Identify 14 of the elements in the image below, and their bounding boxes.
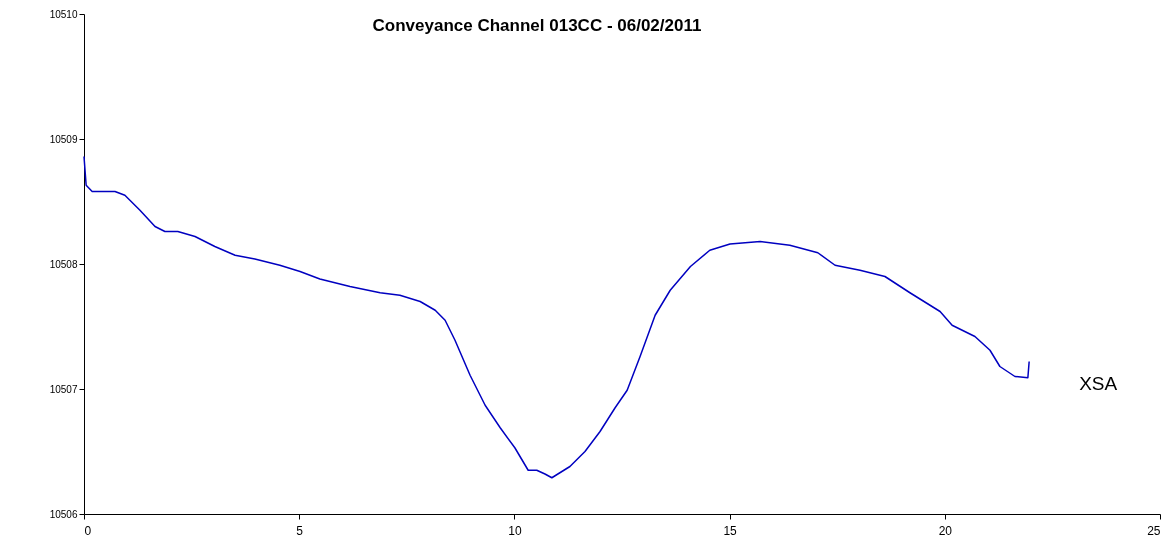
line-series <box>83 155 1030 479</box>
x-tick-label: 25 <box>1147 523 1161 538</box>
x-tick-label: 0 <box>84 523 92 538</box>
y-tick-label: 10509 <box>49 133 78 145</box>
x-tick-label: 10 <box>508 523 522 538</box>
y-tick-label: 10508 <box>49 258 78 270</box>
y-tick-label: 10507 <box>49 383 78 395</box>
y-tick-label: 10506 <box>49 508 78 520</box>
x-tick-label: 20 <box>938 523 953 538</box>
text: XSA <box>1079 372 1118 394</box>
chart-title: Conveyance Channel 013CC - 06/02/2011 <box>372 16 702 35</box>
y-tick-label: 10510 <box>49 8 78 20</box>
x-tick-label: 5 <box>296 523 304 538</box>
x-tick-label: 15 <box>723 523 738 538</box>
